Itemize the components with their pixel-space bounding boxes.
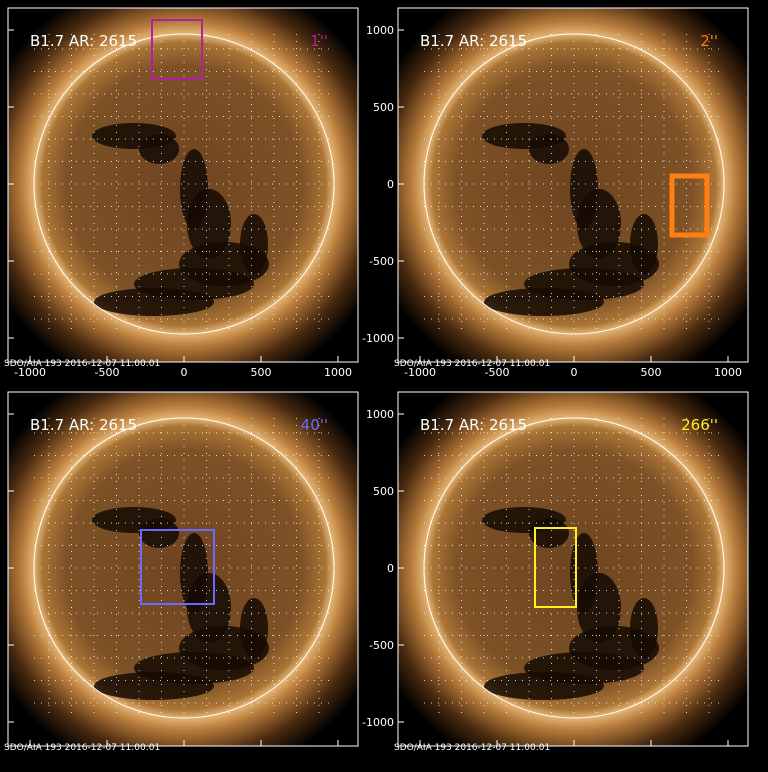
panel-label: B1.7 AR: 2615 xyxy=(420,32,527,50)
y-tick-label: 0 xyxy=(387,562,394,575)
x-tick-label: -1000 xyxy=(404,366,436,379)
x-tick-label: -500 xyxy=(485,366,510,379)
coronal-hole xyxy=(630,598,658,658)
coronal-hole xyxy=(94,288,214,316)
coronal-hole xyxy=(484,672,604,700)
y-tick-label: 500 xyxy=(373,485,394,498)
x-tick-label: -500 xyxy=(95,366,120,379)
y-tick-label: -1000 xyxy=(362,332,394,345)
panel-label: B1.7 AR: 2615 xyxy=(30,416,137,434)
coronal-hole xyxy=(484,288,604,316)
y-tick-label: 0 xyxy=(387,178,394,191)
panel-label: B1.7 AR: 2615 xyxy=(30,32,137,50)
panel-tag: 40'' xyxy=(301,416,328,434)
coronal-hole xyxy=(240,598,268,658)
panel-tag: 266'' xyxy=(681,416,718,434)
x-tick-label: -1000 xyxy=(14,366,46,379)
panel xyxy=(0,0,399,399)
x-tick-label: 500 xyxy=(641,366,662,379)
x-tick-label: 500 xyxy=(251,366,272,379)
panel-tag: 1'' xyxy=(310,32,328,50)
y-tick-label: -1000 xyxy=(362,716,394,729)
coronal-hole xyxy=(240,214,268,274)
x-tick-label: 0 xyxy=(181,366,188,379)
coronal-hole xyxy=(139,134,179,164)
panel-footer: SDO/AIA 193 2016-12-07 11:00:01 xyxy=(4,743,160,753)
panel xyxy=(360,0,768,399)
y-tick-label: 1000 xyxy=(366,408,394,421)
coronal-hole xyxy=(630,214,658,274)
panel-footer: SDO/AIA 193 2016-12-07 11:00:01 xyxy=(394,743,550,753)
coronal-hole xyxy=(139,518,179,548)
coronal-hole xyxy=(94,672,214,700)
coronal-hole xyxy=(529,134,569,164)
y-tick-label: -500 xyxy=(369,639,394,652)
panel-tag: 2'' xyxy=(700,32,718,50)
panel-label: B1.7 AR: 2615 xyxy=(420,416,527,434)
y-tick-label: 500 xyxy=(373,101,394,114)
x-tick-label: 0 xyxy=(571,366,578,379)
x-tick-label: 1000 xyxy=(324,366,352,379)
y-tick-label: -500 xyxy=(369,255,394,268)
y-tick-label: 1000 xyxy=(366,24,394,37)
x-tick-label: 1000 xyxy=(714,366,742,379)
